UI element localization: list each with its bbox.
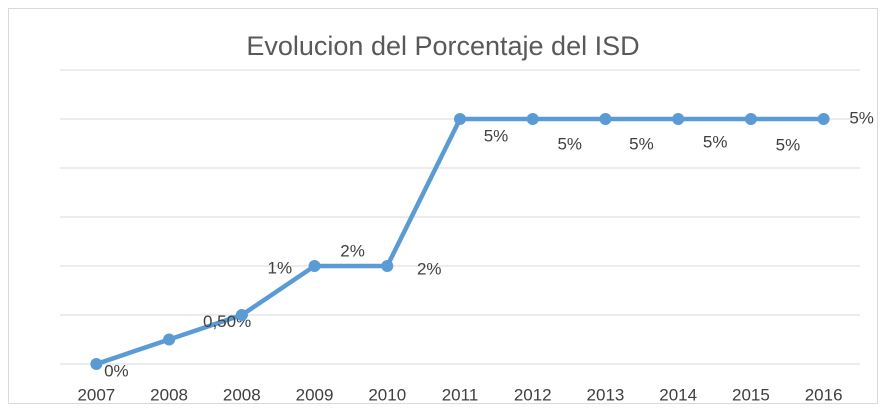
data-label: 2% bbox=[340, 241, 365, 260]
point bbox=[526, 113, 539, 125]
x-tick-label: 2013 bbox=[587, 385, 625, 404]
point bbox=[235, 309, 248, 321]
data-label: 5% bbox=[629, 134, 654, 153]
point bbox=[308, 260, 321, 272]
data-label: 1% bbox=[268, 258, 293, 277]
x-tick-label: 2016 bbox=[805, 385, 843, 404]
x-tick-label: 2008 bbox=[150, 385, 188, 404]
chart-frame bbox=[8, 8, 878, 404]
point bbox=[599, 113, 612, 125]
x-tick-label: 2015 bbox=[732, 385, 770, 404]
point bbox=[744, 113, 757, 125]
point bbox=[90, 358, 103, 370]
x-tick-label: 2012 bbox=[514, 385, 552, 404]
chart-title: Evolucion del Porcentaje del ISD bbox=[246, 31, 639, 61]
x-tick-label: 2008 bbox=[223, 385, 261, 404]
data-label: 5% bbox=[557, 134, 582, 153]
data-label: 5% bbox=[484, 126, 509, 145]
data-label: 0% bbox=[104, 361, 129, 380]
x-tick-label: 2014 bbox=[659, 385, 697, 404]
data-label: 5% bbox=[703, 132, 728, 151]
point bbox=[163, 333, 176, 346]
point bbox=[817, 113, 830, 125]
point bbox=[672, 113, 685, 125]
x-tick-label: 2007 bbox=[77, 385, 115, 404]
data-label: 2% bbox=[417, 259, 442, 278]
point bbox=[381, 260, 394, 272]
x-tick-label: 2009 bbox=[296, 385, 334, 404]
x-tick-label: 2010 bbox=[368, 385, 406, 404]
point bbox=[454, 113, 466, 125]
data-label: 5% bbox=[849, 108, 874, 127]
x-tick-label: 2011 bbox=[442, 385, 479, 404]
data-label: 5% bbox=[776, 135, 801, 154]
